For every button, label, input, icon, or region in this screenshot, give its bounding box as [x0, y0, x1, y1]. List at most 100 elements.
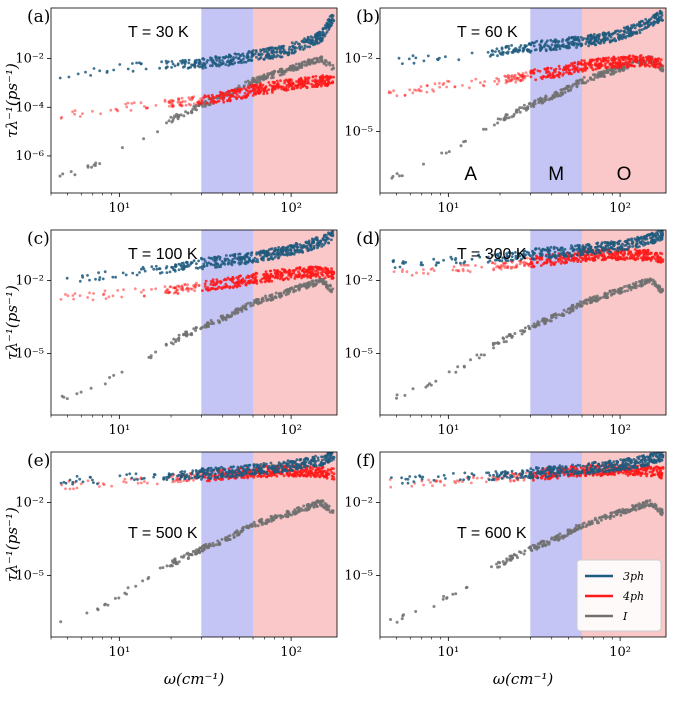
point-4ph	[320, 271, 323, 275]
point-3ph	[201, 66, 205, 70]
point-I	[272, 518, 276, 522]
point-I	[65, 397, 69, 401]
point-4ph	[608, 253, 612, 256]
point-4ph	[602, 58, 606, 61]
point-I	[154, 350, 158, 354]
point-4ph	[249, 279, 253, 282]
point-4ph	[99, 112, 102, 116]
point-I	[395, 396, 398, 400]
point-I	[618, 69, 622, 73]
point-4ph	[591, 68, 595, 72]
point-3ph	[94, 277, 97, 281]
point-3ph	[500, 47, 504, 51]
point-I	[331, 63, 335, 67]
point-3ph	[316, 245, 320, 248]
point-3ph	[557, 254, 561, 257]
point-4ph	[217, 94, 221, 97]
point-3ph	[277, 246, 280, 249]
point-4ph	[638, 251, 642, 254]
point-4ph	[648, 64, 651, 68]
point-3ph	[558, 47, 562, 51]
point-4ph	[269, 272, 273, 276]
point-3ph	[592, 42, 595, 45]
point-4ph	[207, 94, 210, 98]
point-3ph	[257, 57, 261, 61]
point-4ph	[125, 105, 129, 109]
point-4ph	[659, 260, 662, 264]
point-I	[214, 543, 218, 547]
point-4ph	[512, 76, 516, 80]
point-3ph	[600, 248, 604, 252]
point-I	[328, 510, 332, 514]
point-4ph	[238, 274, 242, 278]
point-4ph	[610, 66, 614, 69]
point-I	[260, 521, 264, 524]
point-I	[292, 69, 295, 72]
point-3ph	[229, 54, 233, 58]
point-I	[292, 289, 296, 293]
point-3ph	[653, 16, 657, 20]
point-3ph	[279, 45, 283, 49]
point-3ph	[203, 64, 206, 68]
point-3ph	[625, 240, 628, 244]
point-3ph	[549, 38, 553, 42]
point-3ph	[660, 13, 664, 17]
point-3ph	[494, 50, 497, 53]
point-3ph	[176, 62, 180, 66]
point-I	[158, 566, 162, 570]
point-4ph	[197, 284, 201, 288]
point-4ph	[526, 74, 530, 77]
point-4ph	[212, 281, 216, 284]
point-4ph	[211, 278, 215, 282]
point-3ph	[411, 54, 415, 58]
point-3ph	[548, 249, 552, 253]
point-3ph	[218, 56, 222, 60]
point-3ph	[587, 44, 590, 48]
point-I	[605, 296, 609, 300]
point-4ph	[332, 472, 336, 476]
point-4ph	[280, 271, 284, 275]
point-4ph	[530, 261, 534, 264]
point-3ph	[168, 270, 172, 274]
point-3ph	[278, 49, 282, 52]
point-4ph	[589, 60, 592, 64]
point-3ph	[639, 241, 643, 245]
point-3ph	[595, 248, 599, 252]
point-4ph	[642, 56, 645, 60]
point-3ph	[135, 61, 139, 65]
point-4ph	[652, 59, 656, 63]
point-3ph	[165, 271, 169, 274]
point-3ph	[514, 256, 518, 260]
point-4ph	[102, 292, 106, 296]
point-4ph	[554, 260, 557, 264]
point-3ph	[105, 69, 109, 73]
point-3ph	[284, 246, 288, 250]
point-4ph	[415, 271, 418, 275]
point-4ph	[570, 62, 573, 65]
point-4ph	[564, 64, 568, 68]
point-4ph	[252, 475, 256, 479]
point-3ph	[103, 270, 107, 274]
point-4ph	[546, 75, 550, 78]
point-4ph	[549, 66, 553, 70]
point-I	[475, 353, 479, 357]
point-3ph	[653, 21, 656, 24]
point-3ph	[211, 59, 215, 62]
point-3ph	[268, 56, 272, 60]
point-4ph	[403, 93, 407, 97]
point-4ph	[645, 57, 649, 61]
point-I	[161, 566, 165, 570]
point-3ph	[101, 277, 105, 281]
y-tick-label: 10⁻⁶	[15, 149, 44, 164]
point-4ph	[417, 87, 421, 91]
point-I	[556, 92, 560, 96]
point-4ph	[523, 264, 526, 267]
point-4ph	[292, 269, 296, 273]
point-4ph	[526, 256, 529, 260]
point-3ph	[635, 32, 639, 35]
point-3ph	[638, 28, 641, 32]
point-3ph	[573, 38, 577, 42]
point-I	[459, 144, 463, 148]
point-4ph	[422, 271, 425, 275]
point-4ph	[268, 83, 272, 87]
